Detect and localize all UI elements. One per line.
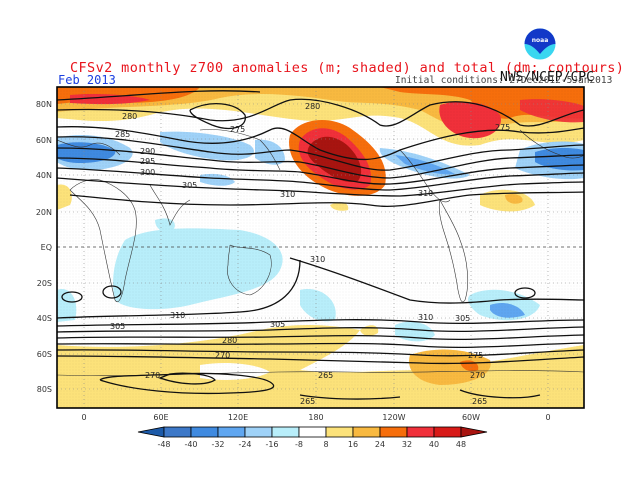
svg-text:280: 280 xyxy=(305,102,320,111)
graticule xyxy=(57,87,584,408)
svg-text:40N: 40N xyxy=(36,171,52,180)
svg-text:40: 40 xyxy=(429,440,439,449)
valid-month-label: Feb 2013 xyxy=(58,73,116,87)
svg-text:280: 280 xyxy=(122,112,137,121)
svg-text:0: 0 xyxy=(545,413,550,422)
svg-text:270: 270 xyxy=(215,351,230,360)
svg-text:265: 265 xyxy=(472,397,487,406)
longitude-axis: 0 60E 120E 180 120W 60W 0 xyxy=(81,413,550,422)
svg-text:-32: -32 xyxy=(211,440,224,449)
svg-text:48: 48 xyxy=(456,440,466,449)
svg-text:8: 8 xyxy=(323,440,328,449)
svg-text:300: 300 xyxy=(140,168,155,177)
svg-text:EQ: EQ xyxy=(41,243,52,252)
svg-text:-40: -40 xyxy=(184,440,197,449)
height-contours xyxy=(57,90,584,400)
colorbar-ticks: -48 -40 -32 -24 -16 -8 8 16 24 32 40 48 xyxy=(157,440,466,449)
svg-text:265: 265 xyxy=(300,397,315,406)
agency-label: NWS/NCEP/CPC xyxy=(500,70,594,85)
svg-text:295: 295 xyxy=(140,157,155,166)
plot-frame xyxy=(56,86,585,409)
svg-text:310: 310 xyxy=(170,311,185,320)
svg-text:32: 32 xyxy=(402,440,412,449)
noaa-logo-icon: noaa xyxy=(524,28,556,60)
svg-text:305: 305 xyxy=(182,181,197,190)
svg-text:60W: 60W xyxy=(462,413,480,422)
svg-text:0: 0 xyxy=(81,413,86,422)
svg-text:275: 275 xyxy=(230,125,245,134)
svg-text:290: 290 xyxy=(140,147,155,156)
svg-text:310: 310 xyxy=(418,313,433,322)
svg-text:280: 280 xyxy=(222,336,237,345)
initial-conditions-label: Initial conditions: 27Dec2012-5Jan2013 xyxy=(395,75,613,86)
svg-text:80N: 80N xyxy=(36,100,52,109)
contour-labels: 280 275 280 275 285 290 295 300 305 310 … xyxy=(110,102,510,406)
svg-text:60S: 60S xyxy=(37,350,52,359)
latitude-axis: 80N 60N 40N 20N EQ 20S 40S 60S 80S xyxy=(36,100,52,394)
svg-text:20N: 20N xyxy=(36,208,52,217)
svg-text:-16: -16 xyxy=(265,440,278,449)
svg-text:270: 270 xyxy=(145,371,160,380)
svg-text:120W: 120W xyxy=(382,413,405,422)
svg-text:40S: 40S xyxy=(37,314,52,323)
svg-text:20S: 20S xyxy=(37,279,52,288)
chart-title: CFSv2 monthly z700 anomalies (m; shaded)… xyxy=(70,60,625,76)
svg-text:305: 305 xyxy=(110,322,125,331)
svg-text:270: 270 xyxy=(470,371,485,380)
svg-text:120E: 120E xyxy=(228,413,248,422)
svg-text:310: 310 xyxy=(310,255,325,264)
svg-text:noaa: noaa xyxy=(532,37,549,44)
svg-text:275: 275 xyxy=(495,123,510,132)
svg-text:265: 265 xyxy=(318,371,333,380)
svg-text:60E: 60E xyxy=(153,413,168,422)
svg-text:-24: -24 xyxy=(238,440,251,449)
svg-text:275: 275 xyxy=(468,351,483,360)
svg-text:180: 180 xyxy=(308,413,323,422)
svg-text:-48: -48 xyxy=(157,440,170,449)
svg-text:305: 305 xyxy=(270,320,285,329)
svg-text:24: 24 xyxy=(375,440,385,449)
svg-text:285: 285 xyxy=(115,130,130,139)
svg-text:16: 16 xyxy=(348,440,358,449)
svg-text:310: 310 xyxy=(280,190,295,199)
svg-text:80S: 80S xyxy=(37,385,52,394)
svg-text:305: 305 xyxy=(455,314,470,323)
svg-text:60N: 60N xyxy=(36,136,52,145)
colorbar xyxy=(137,426,488,438)
svg-text:-8: -8 xyxy=(295,440,303,449)
svg-text:310: 310 xyxy=(418,189,433,198)
